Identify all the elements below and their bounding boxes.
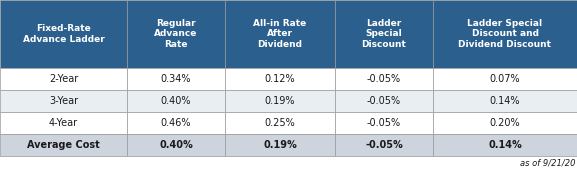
Text: Ladder Special
Discount and
Dividend Discount: Ladder Special Discount and Dividend Dis… <box>459 19 552 49</box>
Bar <box>0 134 127 156</box>
Bar <box>127 0 225 68</box>
Text: Ladder
Special
Discount: Ladder Special Discount <box>362 19 406 49</box>
Text: 0.12%: 0.12% <box>265 74 295 84</box>
Bar <box>335 0 433 68</box>
Text: 0.07%: 0.07% <box>490 74 520 84</box>
Text: Regular
Advance
Rate: Regular Advance Rate <box>154 19 198 49</box>
Text: 4-Year: 4-Year <box>49 118 78 128</box>
Text: 0.34%: 0.34% <box>161 74 191 84</box>
Bar <box>127 90 225 112</box>
Bar <box>127 134 225 156</box>
Bar <box>433 68 577 90</box>
Text: -0.05%: -0.05% <box>367 96 401 106</box>
Text: 0.46%: 0.46% <box>161 118 191 128</box>
Text: 0.19%: 0.19% <box>265 96 295 106</box>
Text: 0.40%: 0.40% <box>159 140 193 150</box>
Bar <box>335 112 433 134</box>
Bar <box>127 68 225 90</box>
Bar <box>335 68 433 90</box>
Text: 2-Year: 2-Year <box>49 74 78 84</box>
Text: as of 9/21/20: as of 9/21/20 <box>519 158 575 167</box>
Bar <box>225 90 335 112</box>
Text: 0.25%: 0.25% <box>265 118 295 128</box>
Text: All-in Rate
After
Dividend: All-in Rate After Dividend <box>253 19 306 49</box>
Bar <box>225 68 335 90</box>
Text: -0.05%: -0.05% <box>365 140 403 150</box>
Text: Fixed-Rate
Advance Ladder: Fixed-Rate Advance Ladder <box>23 24 104 44</box>
Text: 0.20%: 0.20% <box>490 118 520 128</box>
Text: 0.14%: 0.14% <box>488 140 522 150</box>
Bar <box>335 134 433 156</box>
Bar <box>0 90 127 112</box>
Bar <box>433 0 577 68</box>
Bar <box>225 134 335 156</box>
Bar <box>0 112 127 134</box>
Bar <box>127 112 225 134</box>
Text: 0.40%: 0.40% <box>161 96 191 106</box>
Bar <box>433 112 577 134</box>
Bar <box>335 90 433 112</box>
Text: 0.14%: 0.14% <box>490 96 520 106</box>
Text: -0.05%: -0.05% <box>367 74 401 84</box>
Bar <box>433 90 577 112</box>
Text: 0.19%: 0.19% <box>263 140 297 150</box>
Text: -0.05%: -0.05% <box>367 118 401 128</box>
Text: Average Cost: Average Cost <box>27 140 100 150</box>
Bar <box>225 0 335 68</box>
Bar <box>433 134 577 156</box>
Bar <box>0 68 127 90</box>
Text: 3-Year: 3-Year <box>49 96 78 106</box>
Bar <box>225 112 335 134</box>
Bar <box>0 0 127 68</box>
